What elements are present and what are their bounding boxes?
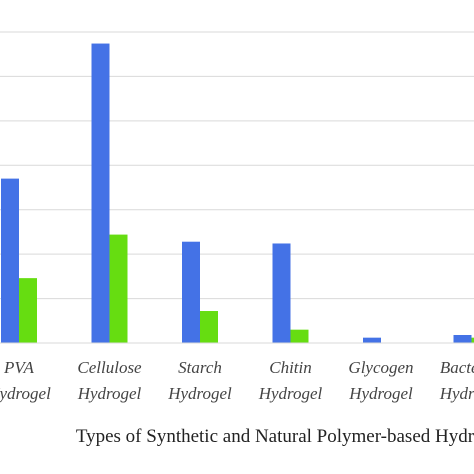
category-label-line: Chitin	[269, 358, 312, 377]
bar-series2-pva	[19, 278, 37, 343]
category-label-line: Hydrogel	[258, 384, 323, 403]
category-label-cellulose: Cellulose Hydrogel	[77, 358, 142, 403]
gridlines	[0, 31, 474, 300]
bar-series2-starch	[200, 311, 218, 343]
category-label-line: Hydrogel	[167, 384, 232, 403]
bar-series1-cellulose	[91, 43, 110, 344]
category-label-line: PVA	[3, 358, 35, 377]
category-label-line: Hydrogel	[0, 384, 51, 403]
category-label-line: Glycogen	[348, 358, 413, 377]
category-label-line: Bacterial	[440, 358, 474, 377]
category-label-line: Cellulose	[77, 358, 142, 377]
category-label-bacterial: Bacterial Hydrogel	[439, 358, 474, 403]
category-label-line: Hydrogel	[439, 384, 474, 403]
bar-series1-starch	[182, 241, 200, 343]
category-label-glycogen: Glycogen Hydrogel	[348, 358, 413, 403]
bar-series2-chitin	[290, 329, 309, 343]
x-axis-title: Types of Synthetic and Natural Polymer-b…	[76, 426, 474, 447]
category-label-pva: PVA Hydrogel	[0, 358, 51, 403]
bar-series1-chitin	[272, 243, 291, 343]
category-label-chitin: Chitin Hydrogel	[258, 358, 323, 403]
category-label-line: Hydrogel	[348, 384, 413, 403]
bars	[1, 43, 474, 344]
bar-series2-cellulose	[109, 234, 128, 343]
bar-series1-glycogen	[363, 337, 381, 343]
bar-series1-pva	[1, 178, 19, 343]
category-label-line: Hydrogel	[77, 384, 142, 403]
category-labels: PVA Hydrogel Cellulose Hydrogel Starch Hydrog…	[0, 358, 474, 403]
category-label-line: Starch	[178, 358, 222, 377]
bar-series2-bacterial	[471, 337, 474, 343]
bar-series1-bacterial	[453, 335, 472, 343]
category-label-starch: Starch Hydrogel	[167, 358, 232, 403]
